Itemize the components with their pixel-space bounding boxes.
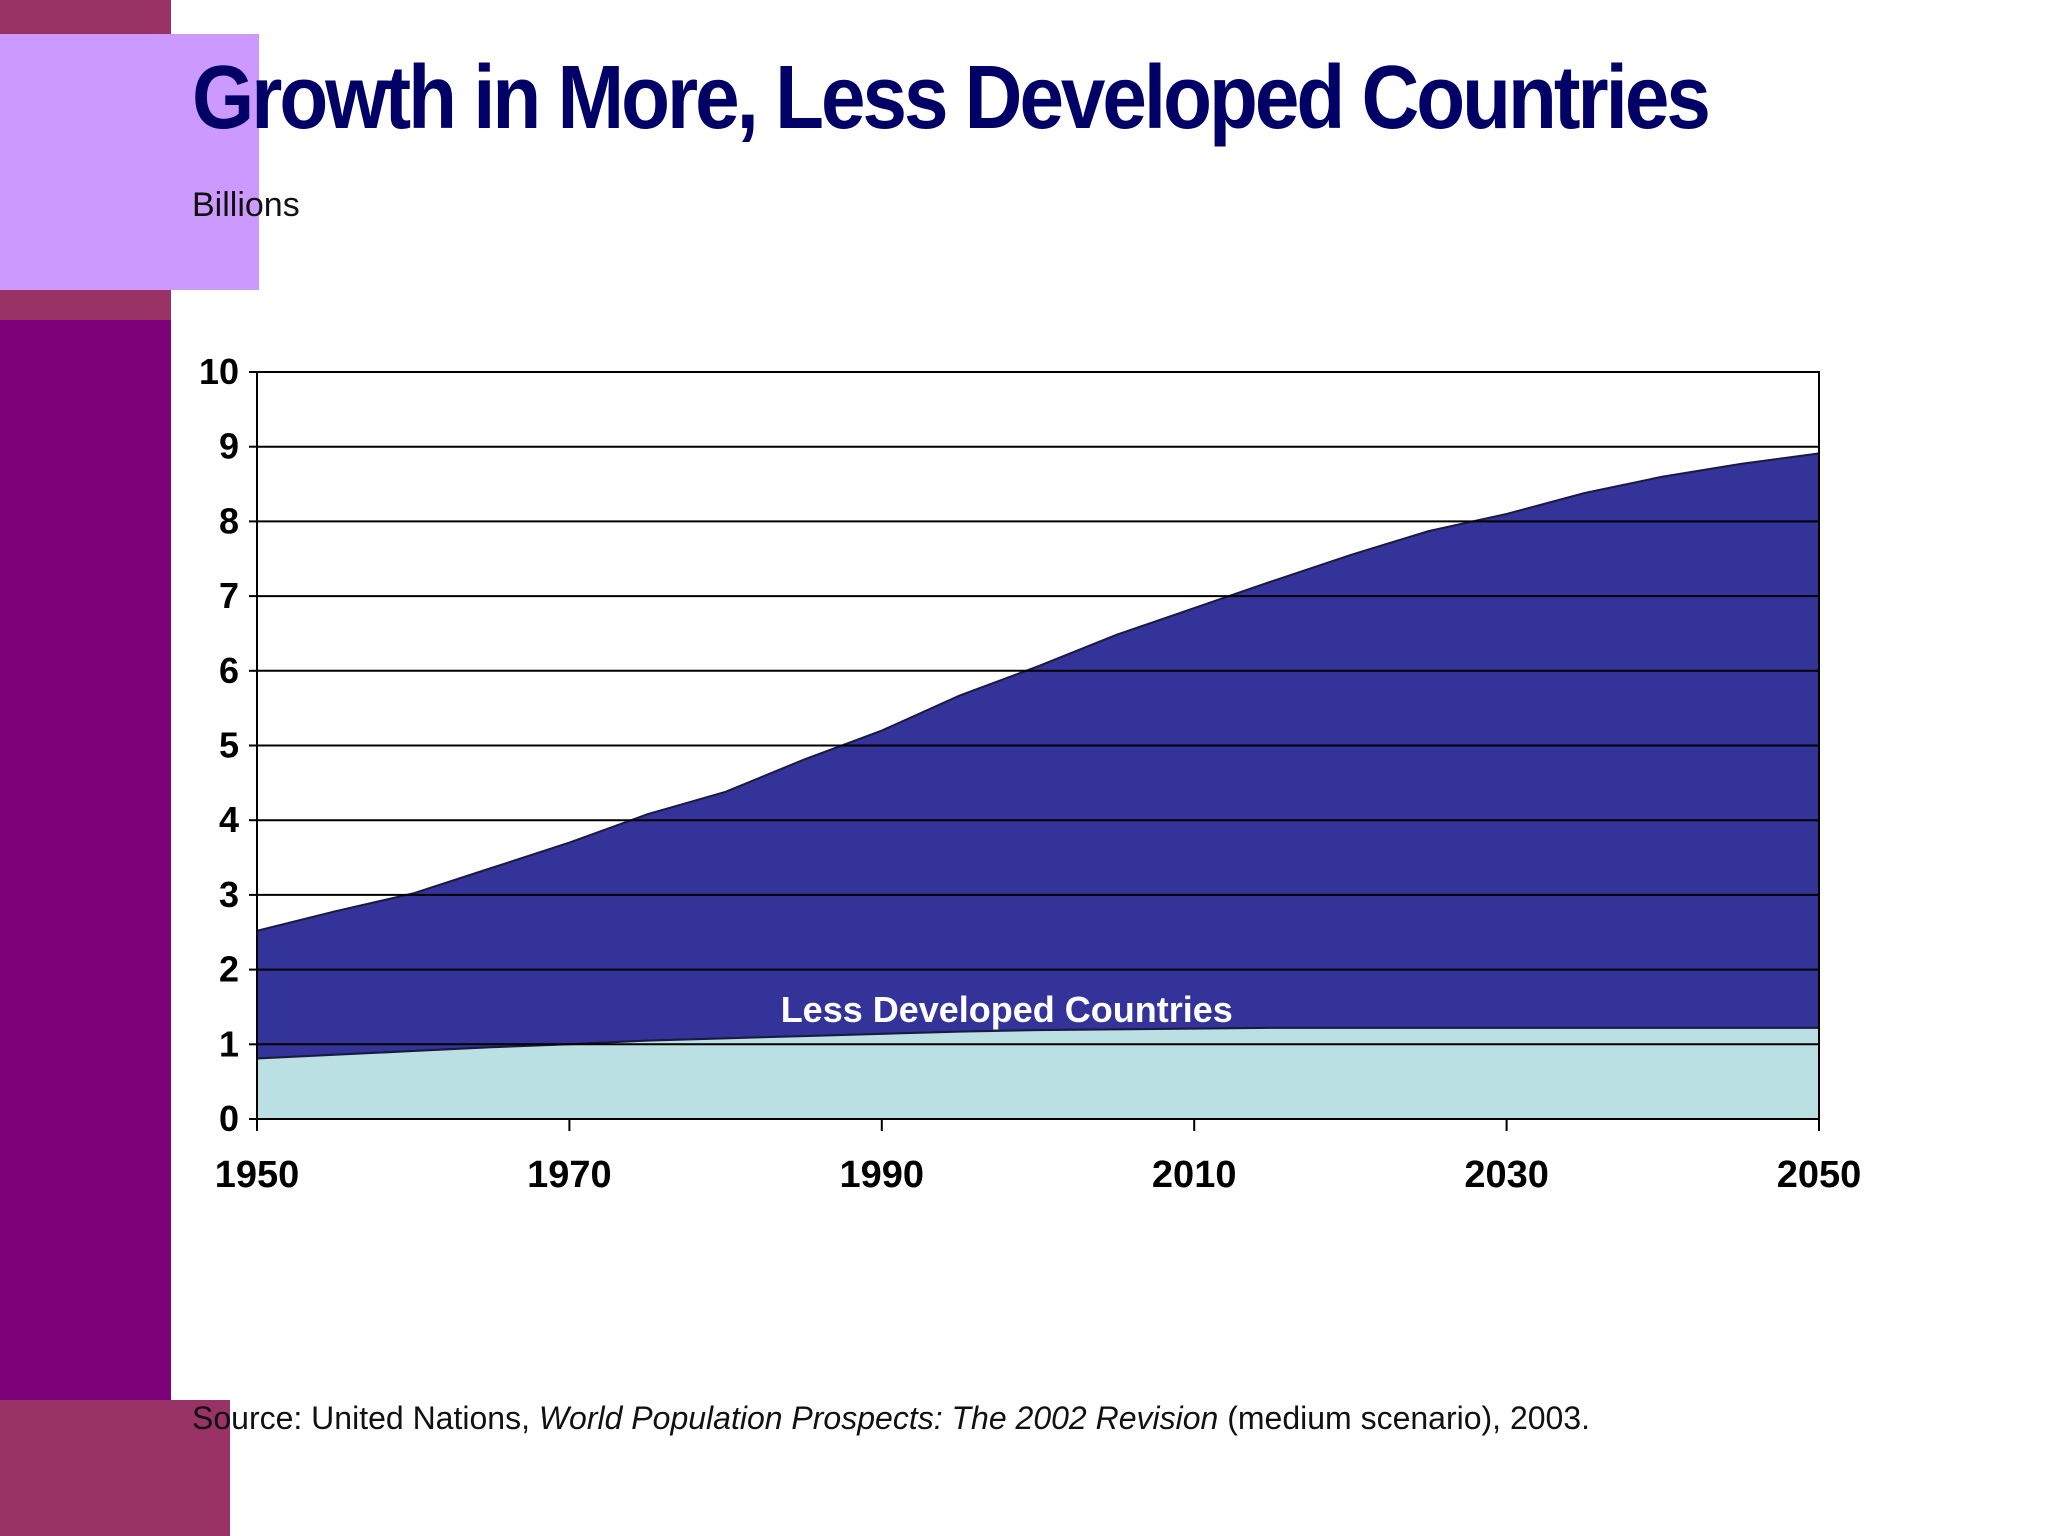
y-tick-label: 2 [219,949,239,990]
x-tick-label: 1970 [527,1154,612,1196]
y-tick-label: 6 [219,650,239,691]
y-tick-label: 0 [219,1098,239,1139]
source-note: Source: United Nations, World Population… [192,1400,1590,1437]
y-tick-label: 8 [219,500,239,541]
x-tick-label: 1990 [840,1154,925,1196]
x-tick-label: 2030 [1464,1154,1549,1196]
source-prefix: Source: United Nations, [192,1400,539,1436]
y-tick-label: 10 [199,351,239,392]
bottom-accent-block [0,1400,230,1536]
x-tick-label: 2050 [1777,1154,1862,1196]
x-tick-label: 2010 [1152,1154,1237,1196]
unit-label: Billions [192,186,300,224]
y-tick-label: 4 [219,799,239,840]
x-tick-label: 1950 [215,1154,300,1196]
y-tick-label: 9 [219,426,239,467]
source-title: World Population Prospects: The 2002 Rev… [538,1400,1219,1436]
y-tick-label: 7 [219,575,239,616]
y-tick-label: 5 [219,725,239,766]
y-tick-label: 1 [219,1023,239,1064]
y-tick-label: 3 [219,874,239,915]
source-suffix: (medium scenario), 2003. [1218,1400,1591,1436]
series-area-bottom [256,1026,1820,1120]
lilac-accent-block [0,34,259,290]
slide-title: Growth in More, Less Developed Countries [192,47,1711,147]
series-annotation: Less Developed Countries [781,989,1233,1030]
